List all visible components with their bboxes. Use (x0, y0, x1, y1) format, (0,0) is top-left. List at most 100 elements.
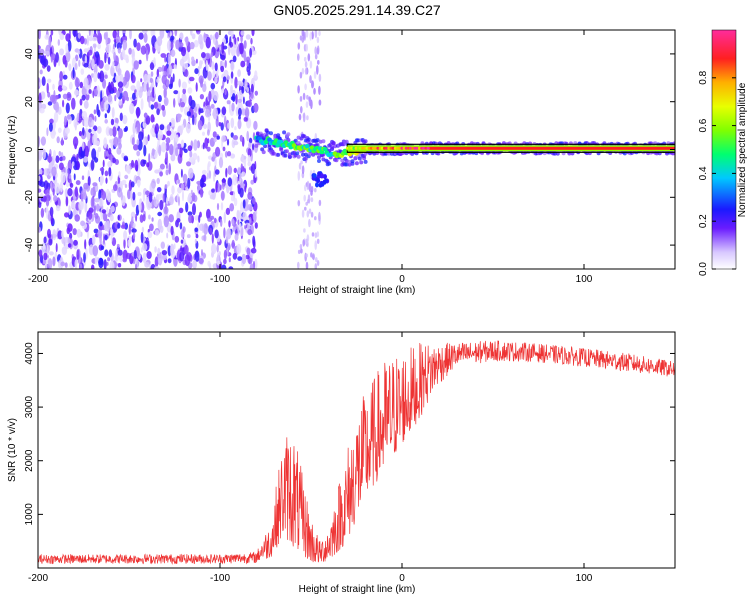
noise-cell (67, 223, 73, 232)
signal-halo-cell (303, 152, 308, 157)
noise-cell (109, 260, 115, 269)
noise-cell (74, 89, 80, 96)
noise-cell (225, 167, 228, 178)
noise-cell (188, 167, 194, 179)
noise-cell (127, 239, 131, 248)
noise-cell (116, 243, 120, 248)
noise-cell (314, 263, 318, 269)
signal-halo-cell (302, 134, 307, 139)
noise-cell (241, 108, 247, 116)
noise-cell (310, 211, 314, 218)
noise-cell (170, 35, 175, 41)
noise-cell (58, 150, 62, 157)
noise-cell (42, 58, 49, 67)
noise-cell (148, 214, 151, 220)
noise-cell (96, 203, 100, 212)
noise-cell (254, 70, 258, 79)
noise-cell (115, 117, 119, 125)
noise-cell (184, 69, 189, 78)
noise-cell (89, 135, 93, 147)
colorbar-tick-label: 0.6 (698, 118, 709, 132)
noise-cell (87, 132, 91, 141)
signal-cell (361, 146, 365, 150)
noise-cell (216, 244, 219, 253)
noise-cell (101, 190, 107, 201)
noise-cell (240, 35, 243, 43)
signal-cell (393, 146, 397, 150)
noise-cell (138, 131, 144, 141)
noise-cell (113, 51, 116, 61)
noise-cell (314, 30, 318, 39)
noise-cell (90, 196, 95, 208)
snr-panel: -200 -100 0 100 1000 2000 3000 4000 Height of s… (7, 331, 676, 595)
noise-cell (61, 137, 64, 146)
noise-cell (230, 117, 235, 129)
noise-cell (168, 163, 171, 175)
noise-cell (99, 167, 105, 172)
noise-cell (252, 212, 257, 221)
noise-cell (195, 82, 198, 92)
signal-cell (409, 146, 413, 150)
noise-cell (72, 136, 79, 147)
noise-cell (140, 98, 144, 111)
noise-cell (125, 164, 131, 174)
noise-cell (216, 135, 220, 140)
noise-cell (142, 243, 148, 251)
noise-cell (136, 80, 141, 92)
noise-cell (49, 206, 54, 217)
noise-cell (111, 107, 115, 119)
noise-cell (215, 146, 221, 157)
noise-cell (314, 232, 318, 239)
noise-cell (304, 61, 308, 68)
signal-halo-cell (359, 160, 364, 165)
noise-cell (79, 81, 84, 89)
noise-cell (39, 181, 46, 188)
noise-cell (133, 38, 137, 48)
noise-cell (304, 206, 307, 211)
noise-cell (153, 196, 156, 206)
noise-cell (241, 86, 245, 94)
noise-cell (193, 40, 199, 48)
noise-cell (214, 76, 218, 84)
noise-cell (156, 194, 162, 200)
noise-cell (235, 94, 238, 105)
noise-cell (166, 232, 169, 239)
noise-cell (72, 228, 77, 236)
noise-cell (180, 168, 183, 178)
signal-halo-cell (286, 132, 291, 137)
noise-cell (207, 161, 211, 168)
noise-cell (232, 174, 238, 186)
noise-cell (156, 78, 160, 83)
noise-cell (98, 197, 104, 207)
noise-cell (239, 81, 244, 87)
x-tick-label: -100 (210, 573, 230, 584)
noise-cell (307, 194, 311, 204)
noise-cell (161, 250, 168, 256)
noise-cell (206, 208, 211, 220)
noise-cell (239, 134, 243, 142)
noise-cell (38, 188, 42, 193)
noise-cell (126, 96, 129, 102)
signal-cell (426, 146, 430, 150)
noise-cell (78, 201, 84, 211)
signal-cell (374, 146, 378, 150)
signal-cell (376, 146, 380, 150)
noise-cell (241, 253, 247, 265)
noise-cell (230, 195, 234, 202)
noise-cell (215, 169, 220, 175)
noise-cell (38, 168, 43, 175)
noise-cell (168, 83, 173, 90)
noise-cell (64, 115, 68, 123)
signal-cell (398, 146, 402, 150)
noise-cell (208, 170, 212, 179)
signal-cell (354, 146, 358, 150)
noise-cell (231, 239, 235, 249)
noise-cell (244, 185, 247, 193)
noise-cell (65, 196, 69, 207)
noise-cell (104, 234, 108, 241)
noise-cell (90, 159, 95, 171)
noise-cell (316, 36, 320, 44)
noise-cell (303, 194, 307, 202)
signal-cell (363, 146, 367, 150)
